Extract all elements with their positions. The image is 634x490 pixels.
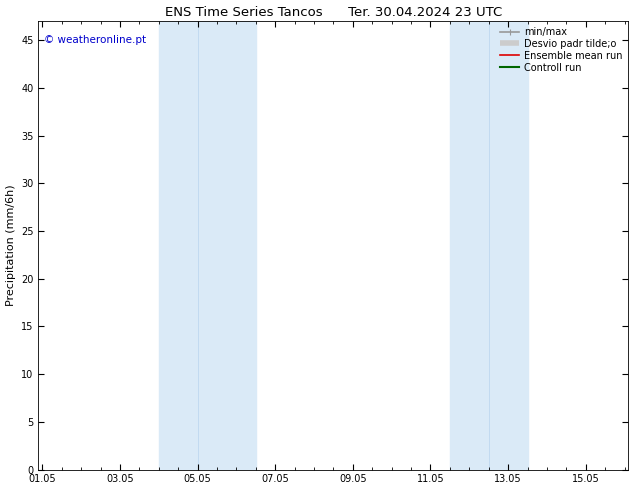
Legend: min/max, Desvio padr tilde;o, Ensemble mean run, Controll run: min/max, Desvio padr tilde;o, Ensemble m… <box>497 24 626 75</box>
Title: ENS Time Series Tancos      Ter. 30.04.2024 23 UTC: ENS Time Series Tancos Ter. 30.04.2024 2… <box>165 5 502 19</box>
Y-axis label: Precipitation (mm/6h): Precipitation (mm/6h) <box>6 185 16 306</box>
Text: © weatheronline.pt: © weatheronline.pt <box>44 35 146 45</box>
Bar <box>158 21 256 469</box>
Bar <box>450 21 527 469</box>
